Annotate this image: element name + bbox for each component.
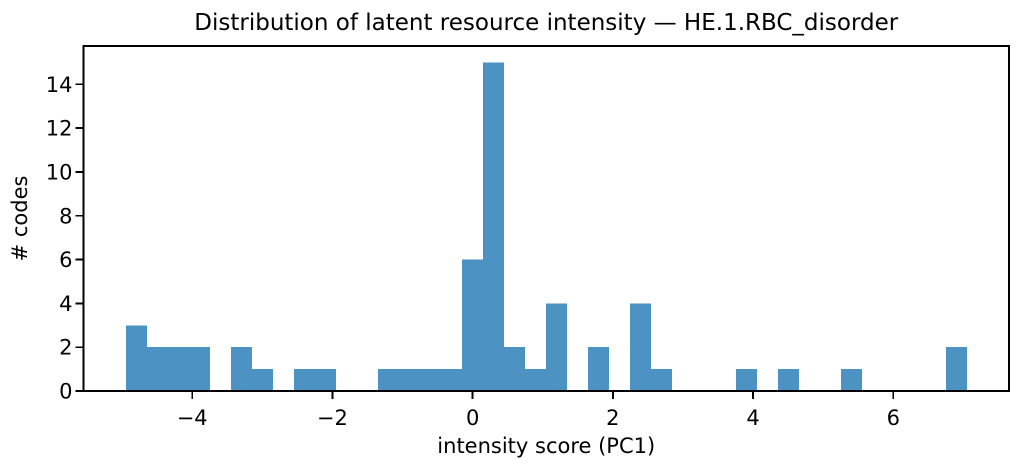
x-tick-label: 6 <box>887 406 900 430</box>
histogram-bar <box>126 325 147 391</box>
x-tick-label: 4 <box>746 406 759 430</box>
histogram-bars-group <box>126 62 967 392</box>
histogram-bar <box>546 303 567 391</box>
y-axis-label: # codes <box>8 176 32 262</box>
histogram-bar <box>778 369 799 391</box>
plot-frame <box>82 45 1010 392</box>
histogram-bar <box>252 369 273 391</box>
histogram-bar <box>420 369 441 391</box>
y-tick-label: 10 <box>46 160 73 184</box>
x-tick-label: 0 <box>466 406 479 430</box>
x-tick-label: −2 <box>317 406 348 430</box>
x-tick-label: 2 <box>606 406 619 430</box>
histogram-bar <box>504 347 525 391</box>
histogram-bar <box>147 347 168 391</box>
histogram-bar <box>231 347 252 391</box>
histogram-bar <box>946 347 967 391</box>
histogram-bar <box>462 259 483 391</box>
y-tick-label: 0 <box>59 380 72 404</box>
histogram-bar <box>525 369 546 391</box>
histogram-bar <box>189 347 210 391</box>
histogram-bar <box>294 369 315 391</box>
histogram-bar <box>441 369 462 391</box>
x-axis-label: intensity score (PC1) <box>437 434 655 458</box>
histogram-bar <box>630 303 651 391</box>
y-tick-label: 4 <box>59 292 72 316</box>
y-tick-label: 8 <box>59 204 72 228</box>
histogram-bar <box>736 369 757 391</box>
histogram-bar <box>399 369 420 391</box>
y-tick-label: 12 <box>46 117 73 141</box>
histogram-bar <box>378 369 399 391</box>
histogram-bar <box>651 369 672 391</box>
histogram-bar <box>168 347 189 391</box>
y-axis-ticks-group: 0 2 4 6 8 10 12 14 <box>46 73 84 404</box>
y-tick-label: 2 <box>59 336 72 360</box>
y-tick-label: 6 <box>59 248 72 272</box>
y-tick-label: 14 <box>46 73 73 97</box>
histogram-bar <box>483 62 504 392</box>
x-axis-ticks-group: −4 −2 0 2 4 6 <box>177 391 900 430</box>
histogram-bar <box>588 347 609 391</box>
histogram-bar <box>315 369 336 391</box>
x-tick-label: −4 <box>177 406 208 430</box>
histogram-bar <box>841 369 862 391</box>
chart-title: Distribution of latent resource intensit… <box>194 10 899 36</box>
